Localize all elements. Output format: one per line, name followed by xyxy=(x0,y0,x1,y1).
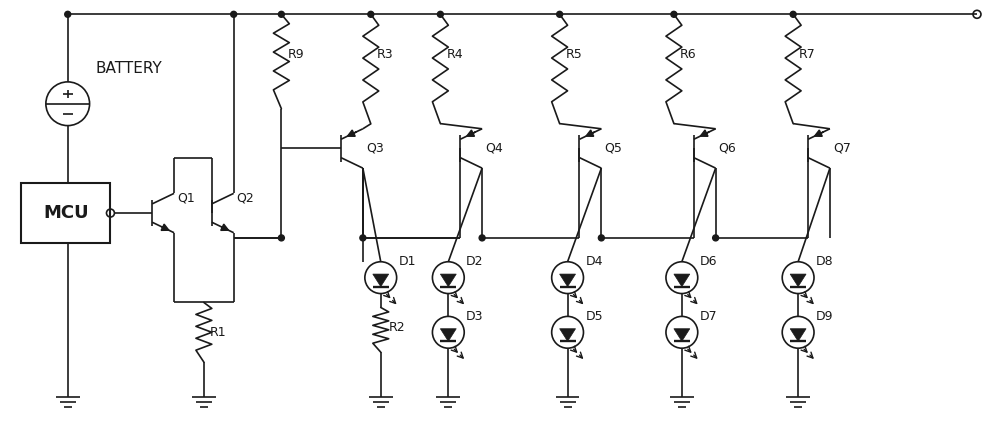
Polygon shape xyxy=(560,329,576,341)
Text: Q5: Q5 xyxy=(604,142,622,155)
Polygon shape xyxy=(790,274,806,287)
Text: Q6: Q6 xyxy=(719,142,736,155)
Text: D8: D8 xyxy=(816,255,834,268)
Text: D6: D6 xyxy=(700,255,717,268)
Circle shape xyxy=(598,235,604,241)
Text: BATTERY: BATTERY xyxy=(96,61,162,76)
Text: D5: D5 xyxy=(585,310,603,323)
Polygon shape xyxy=(674,329,690,341)
Text: R2: R2 xyxy=(389,321,405,334)
FancyBboxPatch shape xyxy=(21,183,110,243)
Polygon shape xyxy=(440,274,456,287)
Text: Q7: Q7 xyxy=(833,142,851,155)
Text: MCU: MCU xyxy=(43,204,89,222)
Circle shape xyxy=(790,12,796,17)
Text: R3: R3 xyxy=(377,47,393,61)
FancyArrow shape xyxy=(815,130,823,136)
Text: Q1: Q1 xyxy=(177,192,195,205)
Text: D2: D2 xyxy=(466,255,484,268)
Circle shape xyxy=(713,235,719,241)
Circle shape xyxy=(231,12,237,17)
Text: D3: D3 xyxy=(466,310,484,323)
Text: R1: R1 xyxy=(210,326,226,339)
FancyArrow shape xyxy=(347,130,356,136)
Polygon shape xyxy=(560,274,576,287)
Text: D7: D7 xyxy=(700,310,717,323)
Circle shape xyxy=(360,235,366,241)
Text: R5: R5 xyxy=(566,47,582,61)
Text: Q4: Q4 xyxy=(485,142,503,155)
Polygon shape xyxy=(674,274,690,287)
Text: D9: D9 xyxy=(816,310,834,323)
Text: R7: R7 xyxy=(799,47,816,61)
Circle shape xyxy=(479,235,485,241)
FancyArrow shape xyxy=(467,130,476,136)
Circle shape xyxy=(557,12,563,17)
Text: Q2: Q2 xyxy=(237,192,254,205)
Text: D1: D1 xyxy=(399,255,416,268)
Text: R9: R9 xyxy=(287,47,304,61)
Text: R4: R4 xyxy=(446,47,463,61)
Polygon shape xyxy=(373,274,389,287)
Polygon shape xyxy=(790,329,806,341)
Circle shape xyxy=(65,12,71,17)
FancyArrow shape xyxy=(700,130,709,136)
Circle shape xyxy=(368,12,374,17)
FancyArrow shape xyxy=(161,224,169,230)
Circle shape xyxy=(437,12,443,17)
FancyArrow shape xyxy=(221,224,229,230)
Text: Q3: Q3 xyxy=(366,142,384,155)
Circle shape xyxy=(278,12,284,17)
FancyArrow shape xyxy=(586,130,595,136)
Polygon shape xyxy=(440,329,456,341)
Text: R6: R6 xyxy=(680,47,696,61)
Circle shape xyxy=(671,12,677,17)
Circle shape xyxy=(278,235,284,241)
Text: D4: D4 xyxy=(585,255,603,268)
